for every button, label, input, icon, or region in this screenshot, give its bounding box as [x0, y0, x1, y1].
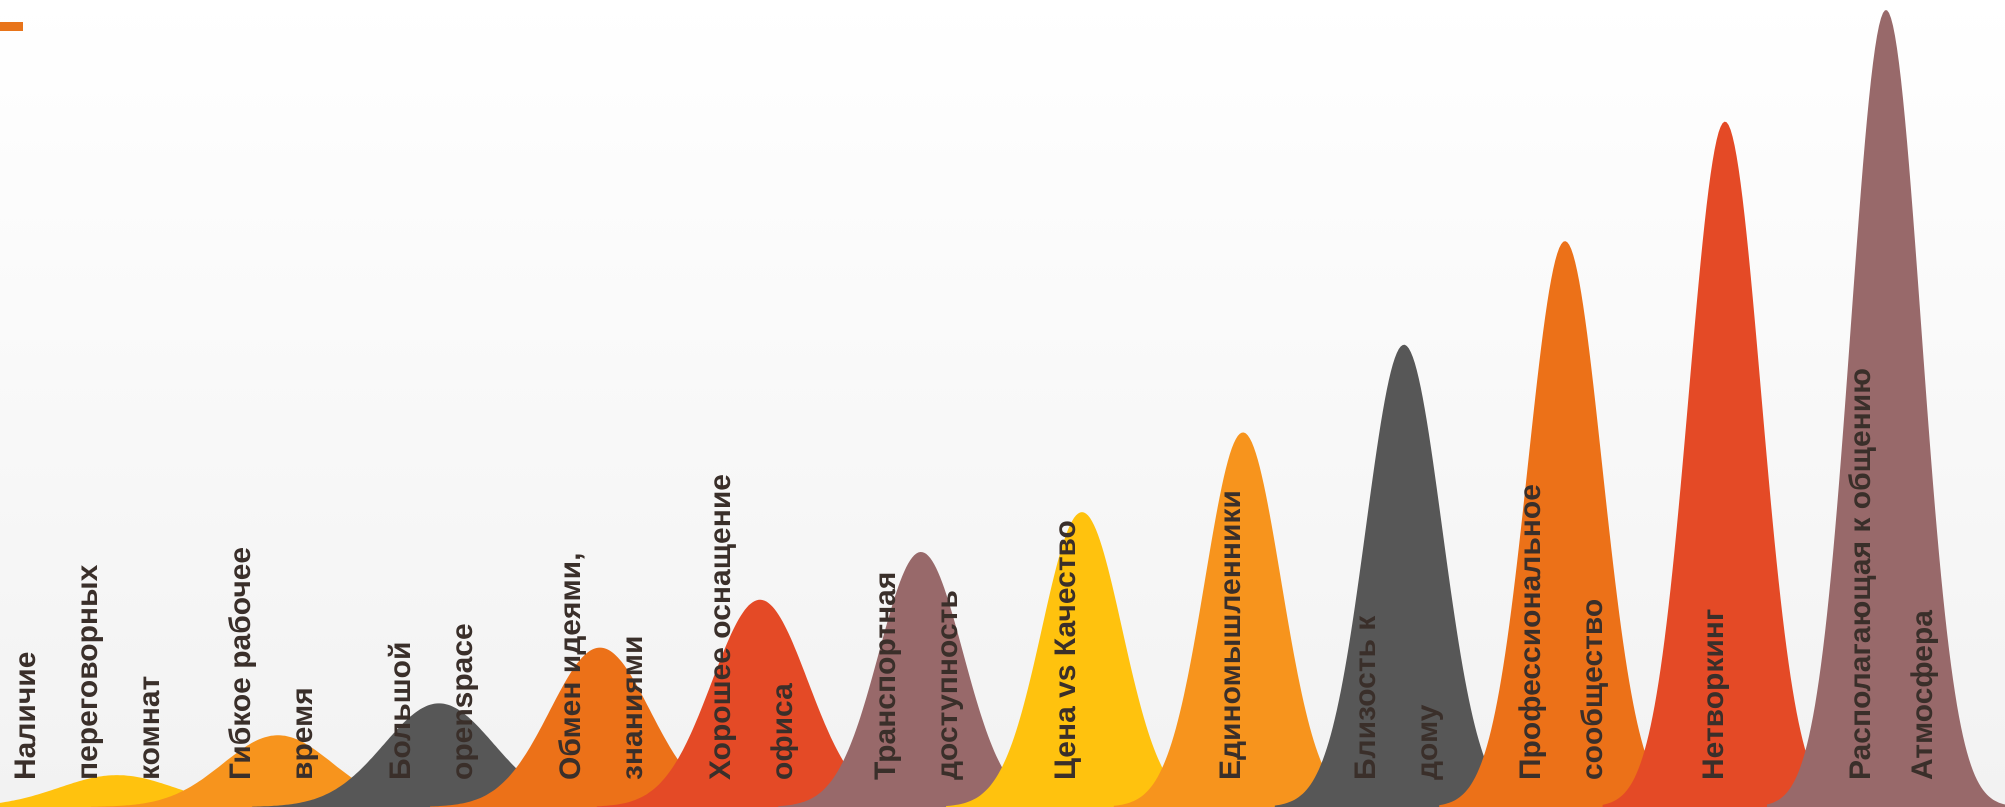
- peak-label-line: офиса: [766, 683, 799, 780]
- peak-label-line: Гибкое рабочее: [224, 547, 257, 780]
- peak-label-line: дому: [1411, 704, 1444, 780]
- accent-bar: [0, 22, 23, 31]
- peak-9: [1274, 344, 1534, 807]
- peak-label-2: Гибкое рабочее время: [224, 547, 319, 780]
- peak-1: [0, 775, 315, 807]
- peak-6: [778, 552, 1064, 807]
- peak-label-3: Большой openspace: [384, 623, 479, 780]
- peak-label-line: Профессиональное: [1514, 484, 1547, 780]
- peak-label-line: знаниями: [616, 636, 649, 780]
- peak-10: [1439, 241, 1691, 807]
- peak-12: [1767, 10, 2005, 807]
- peak-label-8: Единомышленники: [1214, 490, 1247, 780]
- peak-label-line: openspace: [446, 623, 479, 780]
- peak-label-line: комнат: [133, 676, 166, 780]
- peak-label-line: Большой: [384, 642, 417, 780]
- peak-label-7: Цена vs Качество: [1049, 520, 1082, 780]
- peak-label-9: Близость к дому: [1349, 615, 1444, 780]
- peak-label-line: сообщество: [1576, 599, 1609, 780]
- peak-label-11: Нетворкинг: [1697, 609, 1730, 780]
- labels-layer: Наличие переговорных комнат Гибкое рабочее в…: [9, 368, 1939, 780]
- peak-label-line: доступность: [931, 590, 964, 780]
- peaks-layer: [0, 10, 2005, 807]
- peak-label-line: Хорошее оснащение: [704, 474, 737, 780]
- peak-label-line: Цена vs Качество: [1049, 520, 1082, 780]
- peak-5: [596, 599, 924, 807]
- peak-label-12: Располагающая к общению Атмосфера: [1844, 368, 1939, 780]
- peak-label-line: Наличие: [9, 652, 42, 780]
- peak-label-line: переговорных: [71, 564, 104, 780]
- peak-label-5: Хорошее оснащение офиса: [704, 474, 799, 780]
- peak-11: [1602, 121, 1848, 807]
- peak-label-line: Транспортная: [869, 572, 902, 780]
- peak-8: [1113, 432, 1373, 807]
- peak-label-line: Атмосфера: [1906, 610, 1939, 780]
- peak-label-line: Близость к: [1349, 615, 1382, 780]
- peak-label-1: Наличие переговорных комнат: [9, 564, 166, 780]
- peak-label-line: Обмен идеями,: [554, 553, 587, 780]
- peak-3: [252, 703, 626, 807]
- peak-label-line: время: [286, 687, 319, 780]
- peak-7: [946, 512, 1218, 807]
- peak-label-6: Транспортная доступность: [869, 572, 964, 780]
- peak-label-10: Профессиональное сообщество: [1514, 484, 1609, 780]
- peak-label-line: Нетворкинг: [1697, 609, 1730, 780]
- peak-2: [91, 735, 465, 807]
- peak-label-line: Располагающая к общению: [1844, 368, 1877, 780]
- peak-4: [430, 647, 770, 807]
- peak-label-4: Обмен идеями, знаниями: [554, 553, 649, 780]
- peak-label-line: Единомышленники: [1214, 490, 1247, 780]
